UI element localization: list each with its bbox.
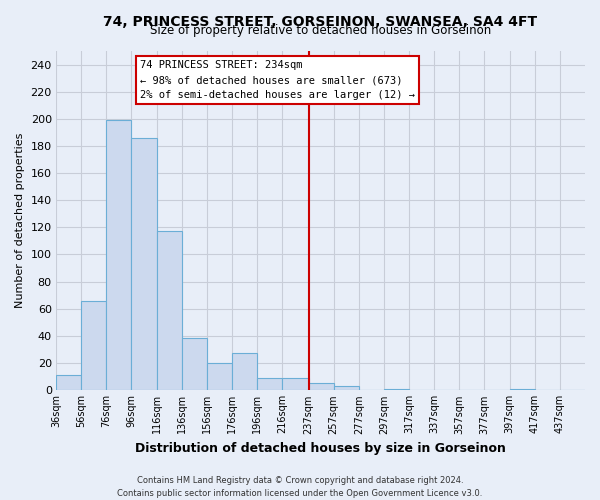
Bar bbox=[308, 383, 334, 390]
Y-axis label: Number of detached properties: Number of detached properties bbox=[15, 133, 25, 308]
Bar bbox=[509, 388, 535, 390]
Bar bbox=[282, 378, 308, 390]
Bar bbox=[182, 338, 207, 390]
Bar bbox=[384, 388, 409, 390]
Title: 74, PRINCESS STREET, GORSEINON, SWANSEA, SA4 4FT: 74, PRINCESS STREET, GORSEINON, SWANSEA,… bbox=[103, 15, 538, 29]
Bar bbox=[207, 363, 232, 390]
Bar bbox=[56, 375, 81, 390]
Text: Size of property relative to detached houses in Gorseinon: Size of property relative to detached ho… bbox=[150, 24, 491, 38]
Bar bbox=[232, 354, 257, 390]
Bar bbox=[131, 138, 157, 390]
Bar bbox=[157, 232, 182, 390]
Bar bbox=[81, 300, 106, 390]
Bar bbox=[257, 378, 282, 390]
Bar bbox=[334, 386, 359, 390]
X-axis label: Distribution of detached houses by size in Gorseinon: Distribution of detached houses by size … bbox=[135, 442, 506, 455]
Text: Contains HM Land Registry data © Crown copyright and database right 2024.
Contai: Contains HM Land Registry data © Crown c… bbox=[118, 476, 482, 498]
Text: 74 PRINCESS STREET: 234sqm
← 98% of detached houses are smaller (673)
2% of semi: 74 PRINCESS STREET: 234sqm ← 98% of deta… bbox=[140, 60, 415, 100]
Bar bbox=[106, 120, 131, 390]
